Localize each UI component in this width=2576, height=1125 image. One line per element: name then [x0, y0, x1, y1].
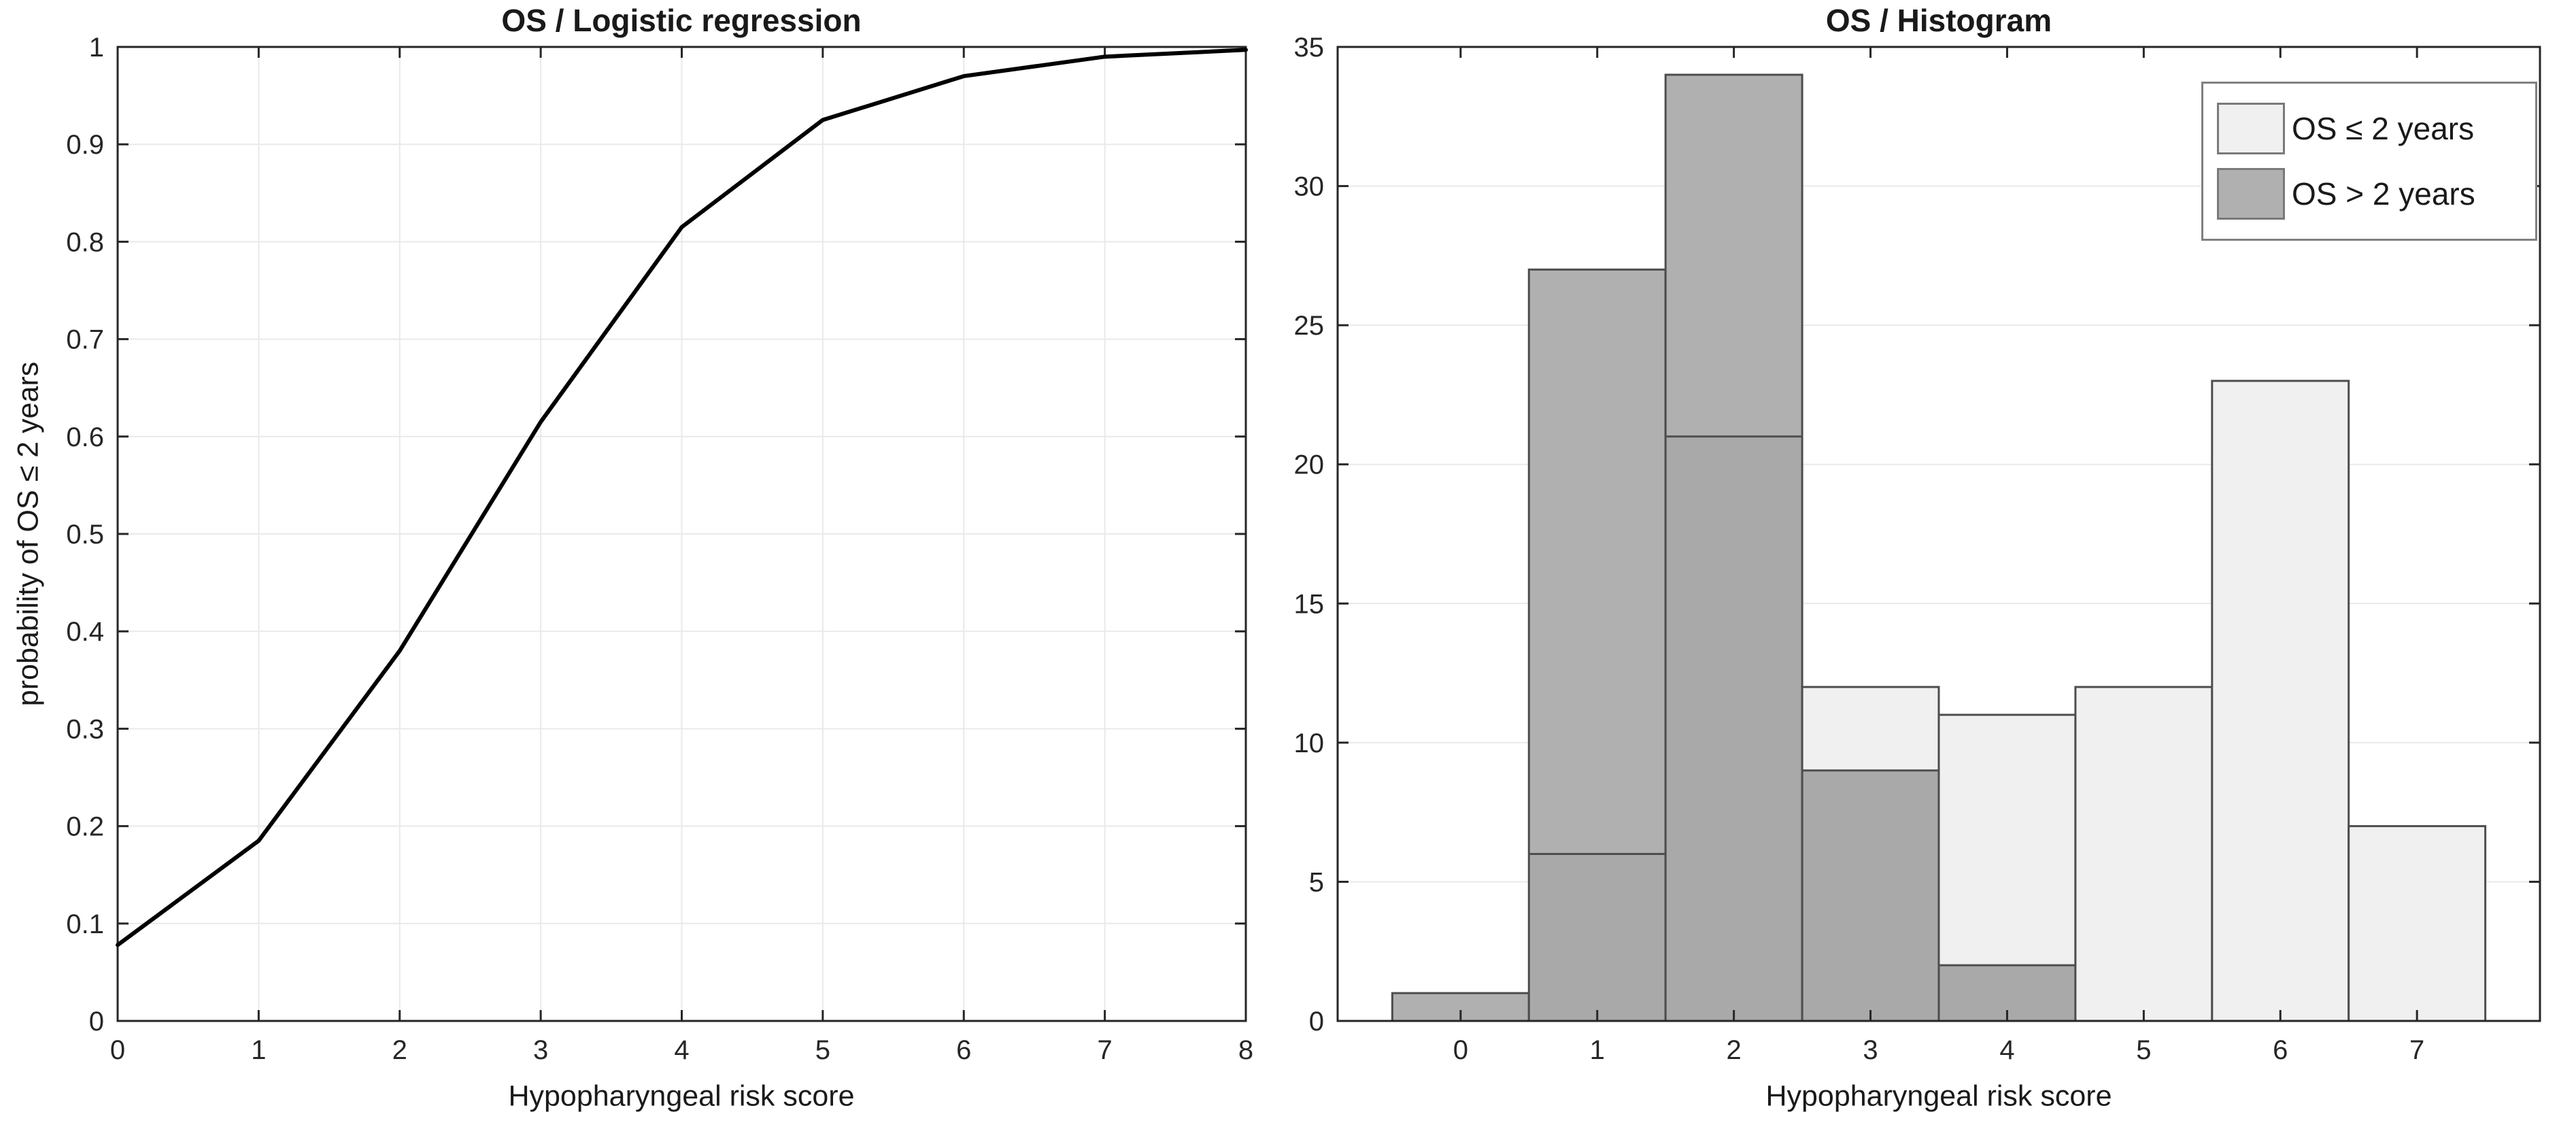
bar-os-gt-2 [1529, 269, 1666, 854]
x-tick-label: 2 [1727, 1035, 1742, 1065]
bar-os-le-2 [2348, 826, 2486, 1021]
x-tick-label: 8 [1238, 1035, 1253, 1065]
legend-entry-os-le-2-years: OS ≤ 2 years [2217, 96, 2526, 161]
bar-os-le-2 [1802, 687, 1939, 771]
y-tick-label: 35 [1294, 33, 1325, 63]
y-tick-label: 1 [89, 33, 104, 63]
x-tick-label: 2 [392, 1035, 407, 1065]
x-tick-label: 7 [1098, 1035, 1113, 1065]
bar-os-le-2 [2211, 380, 2349, 1021]
x-tick-label: 5 [2136, 1035, 2151, 1065]
y-tick-label: 0 [89, 1007, 104, 1037]
legend-swatch-os-gt-2-years-icon [2217, 168, 2285, 220]
legend: OS ≤ 2 years OS > 2 years [2201, 82, 2537, 241]
x-tick-label: 3 [1863, 1035, 1878, 1065]
x-tick-label: 3 [533, 1035, 548, 1065]
y-tick-label: 30 [1294, 172, 1325, 202]
y-tick-label: 0.4 [66, 617, 104, 647]
y-tick-label: 0.8 [66, 227, 104, 257]
bar-overlap-segment [1802, 770, 1939, 1021]
y-tick-label: 0.7 [66, 325, 104, 355]
regression-curve [116, 48, 1248, 947]
x-tick-label: 1 [1590, 1035, 1605, 1065]
y-tick-label: 0.2 [66, 812, 104, 842]
x-tick-label: 6 [2273, 1035, 2288, 1065]
y-tick-label: 0.9 [66, 130, 104, 160]
y-tick-label: 5 [1309, 867, 1324, 897]
legend-entry-os-gt-2-years: OS > 2 years [2217, 161, 2526, 226]
bar-os-gt-2 [1665, 74, 1803, 437]
y-tick-label: 10 [1294, 728, 1325, 758]
right-chart-title: OS / Histogram [1825, 3, 2052, 38]
x-tick-label: 1 [251, 1035, 266, 1065]
right-x-axis-label: Hypopharyngeal risk score [1765, 1079, 2112, 1113]
x-tick-label: 4 [674, 1035, 689, 1065]
x-tick-label: 7 [2409, 1035, 2424, 1065]
y-tick-label: 0.6 [66, 422, 104, 452]
legend-label-os-gt-2-years: OS > 2 years [2292, 176, 2475, 212]
y-tick-label: 15 [1294, 589, 1325, 619]
x-tick-label: 0 [110, 1035, 125, 1065]
bar-overlap-segment [1529, 854, 1666, 1021]
y-tick-label: 0.3 [66, 714, 104, 744]
x-tick-label: 4 [1999, 1035, 2014, 1065]
legend-swatch-os-le-2-years-icon [2217, 103, 2285, 154]
axes-box [1336, 46, 2541, 1022]
y-tick-label: 20 [1294, 450, 1325, 480]
x-tick-label: 0 [1453, 1035, 1468, 1065]
y-tick-label: 25 [1294, 311, 1325, 341]
x-tick-label: 6 [956, 1035, 971, 1065]
y-tick-label: 0.1 [66, 909, 104, 939]
bar-os-le-2 [2075, 687, 2212, 1021]
x-tick-label: 5 [815, 1035, 830, 1065]
y-tick-label: 0 [1309, 1007, 1324, 1037]
left-x-axis-label: Hypopharyngeal risk score [508, 1079, 855, 1113]
left-chart-title: OS / Logistic regression [501, 3, 862, 38]
bar-os-le-2 [1939, 714, 2075, 966]
y-tick-label: 0.5 [66, 520, 104, 550]
legend-label-os-le-2-years: OS ≤ 2 years [2292, 111, 2475, 146]
bar-overlap-segment [1665, 436, 1803, 1021]
